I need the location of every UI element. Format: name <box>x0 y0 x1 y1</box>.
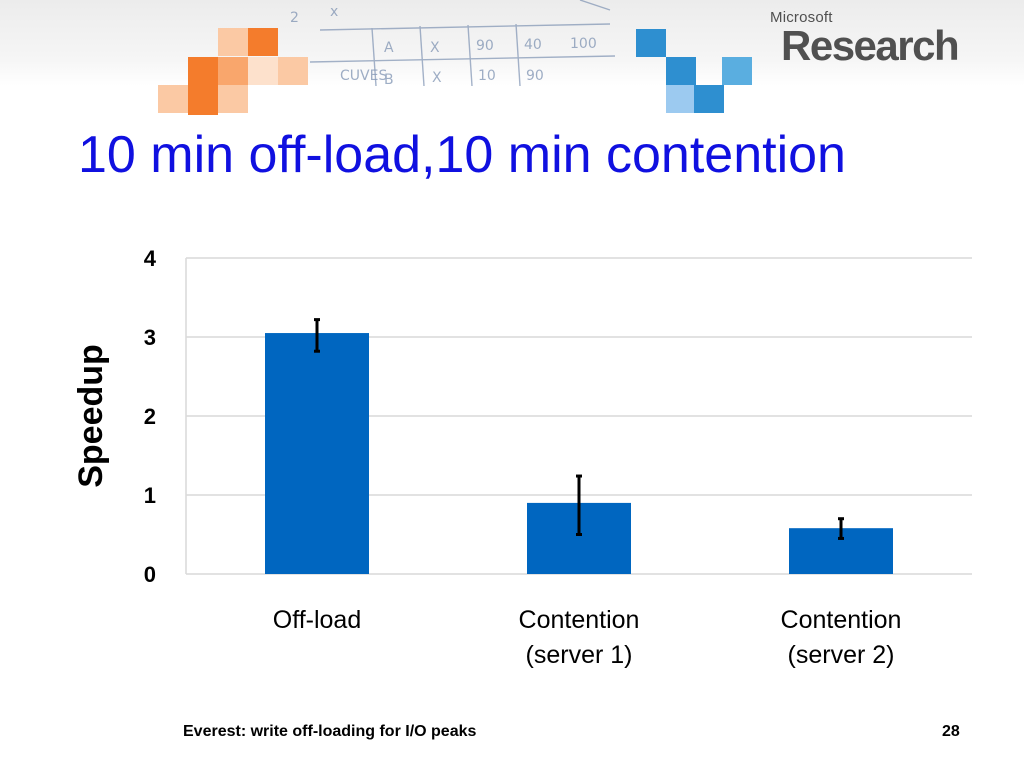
svg-text:CUVES: CUVES <box>340 68 387 84</box>
footer-text: Everest: write off-loading for I/O peaks <box>183 723 477 740</box>
header-background <box>0 0 1024 86</box>
y-tick-label: 1 <box>144 483 156 508</box>
svg-text:90: 90 <box>526 68 544 84</box>
svg-text:10: 10 <box>478 68 496 84</box>
y-tick-label: 4 <box>144 246 157 271</box>
svg-text:A: A <box>384 40 394 56</box>
y-axis-label: Speedup <box>72 344 110 488</box>
speedup-bar-chart: 0 1 2 3 4 Off-load Contention (server 1) Content… <box>72 246 972 669</box>
page-number: 28 <box>942 723 960 740</box>
x-category-label: Contention <box>781 606 902 634</box>
svg-text:x: x <box>330 4 338 20</box>
y-tick-label: 3 <box>144 325 156 350</box>
decor-tile <box>248 28 278 56</box>
decor-tile <box>248 57 278 85</box>
logo-research-text: Research <box>781 22 960 69</box>
decor-tile <box>158 85 188 113</box>
svg-text:B: B <box>384 72 394 86</box>
x-category-label: Contention <box>519 606 640 634</box>
decor-tile <box>218 85 248 113</box>
decor-tile <box>666 57 696 85</box>
svg-text:90: 90 <box>476 38 494 54</box>
x-category-label: (server 2) <box>788 641 895 669</box>
decor-tile <box>636 29 666 57</box>
svg-text:40: 40 <box>524 37 542 53</box>
decor-tile <box>188 57 218 115</box>
logo-microsoft-text: Microsoft <box>770 9 833 26</box>
svg-text:X: X <box>432 70 442 86</box>
svg-text:X: X <box>430 40 440 56</box>
decor-tile <box>278 57 308 85</box>
decor-tile <box>218 57 248 85</box>
bar <box>265 333 369 574</box>
decor-tile <box>666 85 696 113</box>
header-band: A X 90 40 100 CUVES B X 10 90 2 x Micros… <box>0 0 1024 118</box>
x-category-label: Off-load <box>273 606 361 634</box>
handwritten-table-sketch: A X 90 40 100 CUVES B X 10 90 2 x <box>290 0 616 86</box>
decor-tile <box>694 85 724 113</box>
decor-tile <box>722 57 752 85</box>
decor-tile <box>218 28 248 56</box>
slide-title: 10 min off-load,10 min contention <box>78 126 846 184</box>
y-tick-label: 0 <box>144 562 156 587</box>
y-tick-label: 2 <box>144 404 156 429</box>
x-category-label: (server 1) <box>526 641 633 669</box>
svg-text:2: 2 <box>290 10 299 26</box>
svg-text:100: 100 <box>570 36 597 52</box>
